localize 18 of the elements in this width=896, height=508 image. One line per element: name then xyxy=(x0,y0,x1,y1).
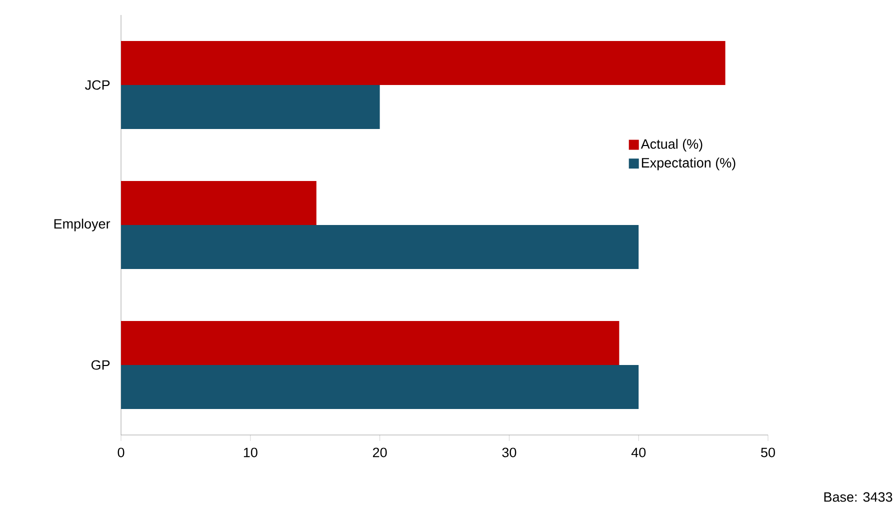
y-tick-label: JCP xyxy=(85,80,110,90)
text: Base: 3433 xyxy=(824,492,892,502)
y-tick-label: GP xyxy=(91,360,110,370)
x-tick-label: 50 xyxy=(761,448,775,458)
bar xyxy=(121,364,639,409)
x-tick-label: 10 xyxy=(244,448,258,458)
y-tick-label: Employer xyxy=(54,218,110,232)
bar xyxy=(121,180,316,225)
x-tick-label: 40 xyxy=(631,448,646,458)
x-tick-label: 0 xyxy=(118,448,124,458)
bar xyxy=(121,224,639,269)
legend-label: Expectation (%) xyxy=(642,158,736,170)
x-tick-label: 30 xyxy=(502,448,516,458)
legend-label: Actual (%) xyxy=(640,138,702,152)
bar xyxy=(121,84,380,129)
bar xyxy=(121,40,726,85)
x-tick-label: 20 xyxy=(372,448,387,458)
bar xyxy=(121,320,620,365)
